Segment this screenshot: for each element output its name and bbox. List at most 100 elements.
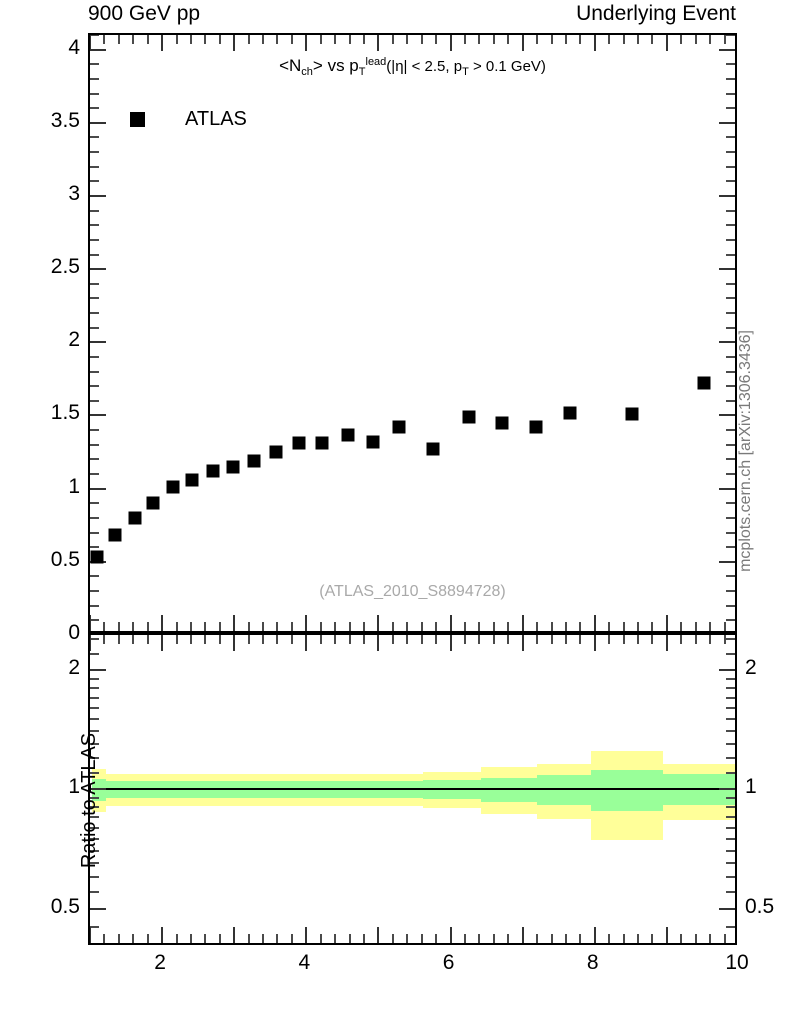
x-axis-label: 4: [298, 951, 311, 974]
y-axis-label-main: 3: [68, 181, 80, 205]
ratio-x-tick-minor: [478, 635, 481, 644]
ratio-y-axis-label-left: 2: [68, 655, 80, 679]
y-tick-minor: [90, 238, 99, 241]
ratio-x-tick-minor: [694, 934, 697, 943]
y-tick-minor: [726, 253, 735, 256]
x-tick-minor: [334, 35, 337, 44]
ratio-x-tick-minor: [550, 934, 553, 943]
ratio-x-tick-minor: [406, 635, 409, 644]
y-tick-minor: [726, 312, 735, 315]
ratio-x-tick-minor: [290, 635, 293, 644]
y-tick-major: [719, 341, 735, 344]
ratio-y-tick-minor: [726, 876, 735, 879]
y-tick-major: [719, 121, 735, 124]
x-tick-minor: [463, 35, 466, 44]
ratio-plot-panel: [88, 633, 737, 945]
x-tick-major: [449, 35, 452, 51]
data-point-atlas: [247, 454, 261, 468]
ratio-x-tick-minor: [391, 934, 394, 943]
x-tick-minor: [435, 622, 438, 631]
x-tick-minor: [103, 622, 106, 631]
ratio-x-tick-minor: [103, 934, 106, 943]
y-tick-minor: [726, 180, 735, 183]
data-point-atlas: [185, 473, 199, 487]
y-tick-minor: [726, 531, 735, 534]
ratio-x-tick-minor: [536, 635, 539, 644]
y-tick-major: [719, 194, 735, 197]
ratio-x-tick-minor: [507, 635, 510, 644]
x-tick-major: [305, 35, 308, 51]
ratio-x-tick-minor: [117, 934, 120, 943]
x-tick-minor: [550, 35, 553, 44]
x-tick-minor: [637, 35, 640, 44]
x-tick-minor: [507, 35, 510, 44]
x-tick-minor: [463, 622, 466, 631]
y-tick-minor: [726, 458, 735, 461]
x-tick-minor: [391, 35, 394, 44]
ratio-y-tick-minor: [90, 876, 99, 879]
ratio-y-tick-minor: [90, 891, 99, 894]
y-tick-minor: [726, 326, 735, 329]
ratio-y-tick-minor: [90, 730, 99, 733]
x-tick-minor: [204, 622, 207, 631]
ratio-x-tick-minor: [492, 635, 495, 644]
x-tick-minor: [723, 35, 726, 44]
y-tick-minor: [90, 443, 99, 446]
y-tick-minor: [90, 370, 99, 373]
y-tick-minor: [90, 355, 99, 358]
ratio-x-tick-minor: [348, 635, 351, 644]
ratio-y-tick-minor: [90, 837, 99, 840]
x-tick-minor: [492, 35, 495, 44]
x-tick-minor: [709, 35, 712, 44]
ratio-x-tick-minor: [637, 934, 640, 943]
y-tick-minor: [90, 107, 99, 110]
y-tick-minor: [726, 590, 735, 593]
y-tick-minor: [726, 92, 735, 95]
ratio-x-tick-major: [593, 927, 596, 943]
y-tick-minor: [90, 312, 99, 315]
y-tick-minor: [726, 224, 735, 227]
y-tick-minor: [726, 165, 735, 168]
ratio-x-tick-minor: [247, 934, 250, 943]
x-tick-minor: [680, 622, 683, 631]
y-tick-minor: [726, 136, 735, 139]
x-tick-minor: [406, 35, 409, 44]
y-tick-minor: [726, 35, 735, 36]
ratio-y-axis-label-left: 1: [68, 775, 80, 799]
y-axis-label-main: 2.5: [50, 255, 80, 279]
ratio-y-tick-minor: [726, 652, 735, 655]
ratio-x-tick-major: [233, 635, 236, 651]
x-tick-minor: [478, 622, 481, 631]
ratio-y-tick-minor: [726, 891, 735, 894]
plot-header: 900 GeV pp Underlying Event: [0, 0, 786, 30]
y-tick-minor: [726, 77, 735, 80]
x-tick-minor: [117, 622, 120, 631]
ratio-x-tick-minor: [290, 934, 293, 943]
ratio-y-tick-minor: [90, 677, 99, 680]
ratio-reference-line: [90, 788, 735, 791]
x-tick-minor: [608, 622, 611, 631]
x-tick-major: [305, 615, 308, 631]
ratio-x-tick-major: [305, 927, 308, 943]
ratio-x-tick-minor: [189, 635, 192, 644]
ratio-y-tick-minor: [726, 696, 735, 699]
plot-title: <Nch> vs pTlead(|η| < 2.5, pT > 0.1 GeV): [88, 56, 737, 78]
ratio-y-tick-minor: [726, 771, 735, 774]
x-tick-major: [665, 615, 668, 631]
y-tick-minor: [726, 107, 735, 110]
ratio-y-tick-major: [719, 788, 735, 791]
y-tick-minor: [90, 473, 99, 476]
ratio-y-tick-minor: [90, 687, 99, 690]
x-tick-minor: [363, 622, 366, 631]
ratio-y-tick-minor: [726, 743, 735, 746]
x-tick-minor: [218, 622, 221, 631]
y-axis-label-main: 3.5: [50, 108, 80, 132]
ratio-x-tick-minor: [276, 934, 279, 943]
y-tick-major: [90, 48, 106, 51]
ratio-y-axis-title: Ratio to ATLAS: [78, 732, 101, 869]
data-point-atlas: [426, 442, 440, 456]
x-tick-minor: [637, 622, 640, 631]
ratio-x-tick-major: [161, 927, 164, 943]
x-tick-minor: [622, 622, 625, 631]
y-tick-major: [90, 487, 106, 490]
